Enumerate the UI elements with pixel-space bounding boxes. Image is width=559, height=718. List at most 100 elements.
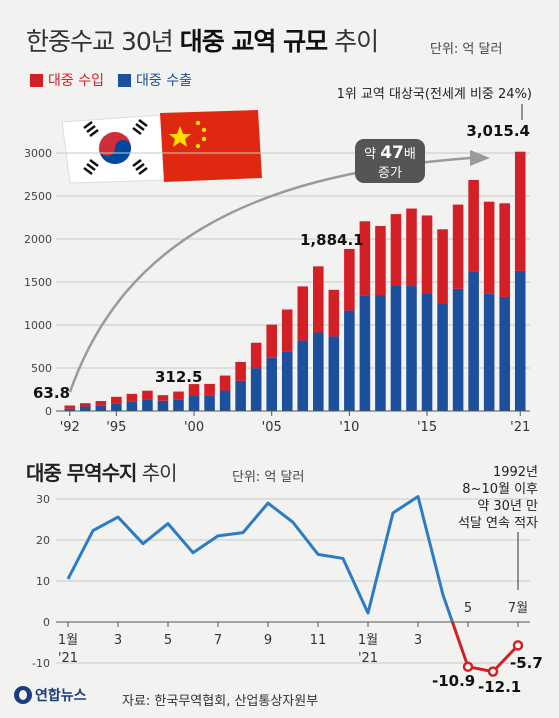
label-1992: 63.8 bbox=[33, 384, 70, 402]
bar-export bbox=[514, 270, 526, 411]
bar-export bbox=[64, 408, 76, 411]
bar-export bbox=[142, 399, 153, 411]
bar-import bbox=[297, 286, 309, 341]
bar-import bbox=[204, 383, 215, 396]
bar-import bbox=[157, 395, 169, 401]
value-label-jul: -5.7 bbox=[510, 654, 543, 672]
bar-import bbox=[142, 390, 153, 400]
bar-export bbox=[452, 288, 464, 411]
bottom-x-tick-label: 1월 bbox=[58, 633, 78, 648]
bottom-x-tick-sublabel: '21 bbox=[58, 651, 78, 666]
bar-import bbox=[313, 266, 324, 333]
bottom-y-tick-label: 20 bbox=[36, 534, 50, 547]
top-y-tick-label: 1500 bbox=[24, 276, 52, 289]
bar-export bbox=[111, 403, 122, 411]
bar-import bbox=[483, 201, 495, 294]
top-y-tick-label: 0 bbox=[45, 405, 52, 418]
bar-import bbox=[437, 229, 448, 305]
bar-import bbox=[344, 248, 355, 311]
bar-import bbox=[111, 396, 122, 404]
bottom-x-tick-sublabel: '21 bbox=[358, 651, 378, 666]
increase-badge bbox=[355, 139, 425, 183]
balance-point-deficit bbox=[487, 666, 499, 677]
top-y-tick-label: 2500 bbox=[24, 190, 52, 203]
bottom-x-tick-label: 7 bbox=[214, 633, 222, 648]
bottom-title: 대중 무역수지 추이 bbox=[26, 461, 178, 485]
bar-import bbox=[250, 342, 262, 369]
bar-export bbox=[204, 395, 215, 411]
bar-import bbox=[514, 151, 526, 271]
increase-line2: 증가 bbox=[378, 166, 402, 181]
top-y-tick-label: 500 bbox=[31, 362, 52, 375]
bottom-x-tick-label: 9 bbox=[264, 633, 272, 648]
legend-export-swatch bbox=[117, 73, 131, 87]
bar-export bbox=[250, 368, 262, 411]
top-chart-y-ticks: 0 500 1000 1500 2000 2500 3000 bbox=[24, 147, 52, 418]
balance-line-positive bbox=[66, 495, 454, 623]
bar-export bbox=[188, 395, 200, 411]
increase-line1: 약 47배 bbox=[364, 143, 416, 163]
bottom-x-tick-label: 5 bbox=[464, 601, 472, 616]
bar-export bbox=[173, 399, 184, 411]
bar-export bbox=[313, 332, 324, 411]
bar-export bbox=[80, 406, 91, 411]
bar-import bbox=[468, 180, 479, 272]
bar-export bbox=[499, 296, 510, 411]
bottom-y-tick-label: 0 bbox=[43, 616, 50, 629]
bar-export bbox=[328, 336, 340, 411]
bar-export bbox=[406, 286, 417, 411]
balance-line-negative bbox=[451, 621, 520, 674]
bar-export bbox=[468, 271, 479, 411]
top-x-tick-label: '21 bbox=[510, 420, 530, 435]
bar-import bbox=[64, 405, 76, 409]
top-y-tick-label: 2000 bbox=[24, 233, 52, 246]
yonhap-logo: 연합뉴스 bbox=[14, 685, 87, 705]
source-note: 자료: 한국무역협회, 산업통상자원부 bbox=[122, 694, 319, 709]
unit-label: 단위: 억 달러 bbox=[430, 42, 503, 57]
top-x-tick-label: '00 bbox=[184, 420, 204, 435]
balance-point-deficit bbox=[512, 640, 524, 651]
top-y-tick-label: 1000 bbox=[24, 319, 52, 332]
bar-import bbox=[266, 324, 277, 358]
yonhap-logo-icon bbox=[14, 686, 32, 704]
china-flag-icon bbox=[160, 110, 262, 182]
bottom-chart-y-ticks: -10 0 10 20 30 bbox=[32, 493, 50, 670]
value-label-jun: -12.1 bbox=[478, 678, 521, 696]
bar-import bbox=[359, 221, 371, 296]
bar-export bbox=[281, 351, 293, 411]
korea-flag-icon bbox=[61, 114, 169, 184]
bar-export bbox=[421, 293, 433, 411]
top-x-tick-label: '10 bbox=[339, 420, 359, 435]
bar-export bbox=[390, 285, 402, 411]
bar-import bbox=[80, 403, 91, 407]
value-label-may: -10.9 bbox=[432, 672, 475, 690]
bar-import bbox=[235, 361, 246, 381]
bar-import bbox=[173, 391, 184, 400]
legend: 대중 수입 대중 수출 bbox=[30, 70, 192, 90]
bottom-x-tick-label: 3 bbox=[114, 633, 122, 648]
deficit-note-4: 석달 연속 적자 bbox=[458, 516, 538, 531]
top-y-tick-label: 3000 bbox=[24, 147, 52, 160]
bar-export bbox=[95, 405, 107, 411]
bar-import bbox=[95, 401, 107, 406]
bar-import bbox=[390, 214, 402, 286]
bottom-x-tick-label: 5 bbox=[164, 633, 172, 648]
label-2000: 312.5 bbox=[155, 368, 202, 386]
rank-note: 1위 교역 대상국(전세계 비중 24%) bbox=[337, 87, 532, 102]
bar-export bbox=[235, 380, 246, 411]
bar-import bbox=[452, 204, 464, 289]
label-2010: 1,884.1 bbox=[300, 231, 364, 249]
top-chart-x-ticks: '92 '95 '00 '05 '10 '15 '21 bbox=[56, 410, 530, 435]
balance-point-deficit bbox=[462, 661, 474, 672]
legend-export: 대중 수출 bbox=[117, 70, 192, 90]
bottom-y-tick-label: -10 bbox=[32, 657, 50, 670]
growth-arrow-head bbox=[470, 150, 490, 166]
bar-export bbox=[375, 295, 386, 411]
top-x-tick-label: '92 bbox=[60, 420, 80, 435]
top-x-tick-label: '95 bbox=[106, 420, 126, 435]
deficit-note-3: 약 30년 만 bbox=[477, 499, 538, 514]
bar-export bbox=[219, 390, 231, 411]
bar-import bbox=[375, 226, 386, 296]
bar-export bbox=[266, 357, 277, 411]
bar-export bbox=[157, 400, 169, 411]
